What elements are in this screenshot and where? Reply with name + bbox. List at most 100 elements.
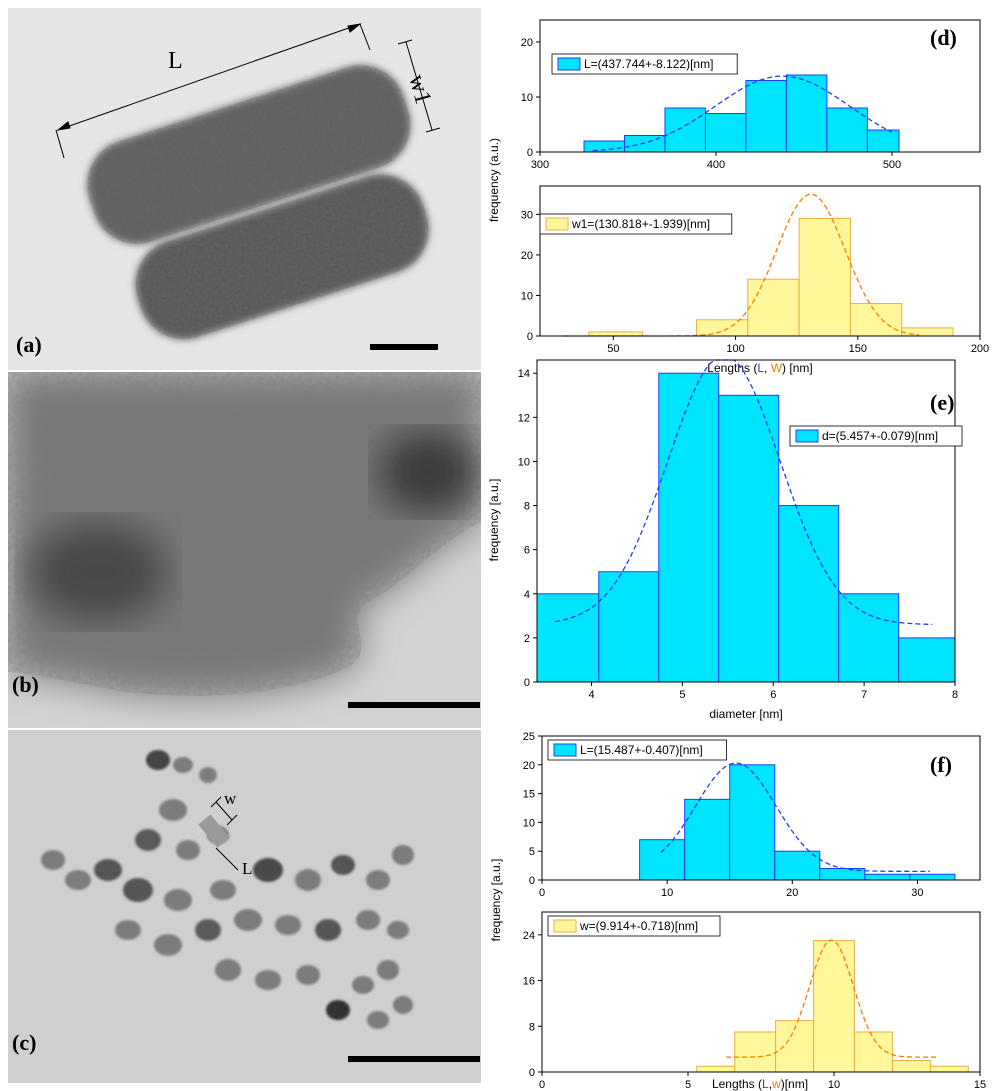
y-axis-label-1: frequency [a.u.] bbox=[487, 479, 501, 562]
micrograph-b: (b) bbox=[8, 372, 481, 728]
x-tick-label-2-0-20: 20 bbox=[786, 887, 798, 899]
legend-swatch-0-0 bbox=[557, 57, 581, 71]
x-tick-label-0-1-100: 100 bbox=[726, 343, 744, 355]
y-axis-label-2: frequency [a.u.] bbox=[489, 859, 503, 942]
micrograph-a: L w1 (a) bbox=[8, 8, 481, 370]
histogram-bar-1-0-2 bbox=[658, 372, 720, 683]
x-tick-label-2-0-0: 0 bbox=[539, 887, 545, 899]
x-tick-label-2-1-0: 0 bbox=[539, 1079, 545, 1091]
y-tick-label-2-1-24: 24 bbox=[523, 930, 535, 942]
y-tick-label-1-0-0: 0 bbox=[524, 677, 530, 689]
histogram-bar-2-1-6 bbox=[929, 1065, 969, 1073]
legend-swatch-1-0 bbox=[795, 429, 819, 443]
histogram-bar-2-0-1 bbox=[684, 798, 731, 881]
x-tick-label-1-0-4: 4 bbox=[588, 689, 594, 701]
legend-box-0-1 bbox=[539, 213, 733, 235]
axes-frame-0-1 bbox=[539, 185, 981, 337]
legend-box-2-0 bbox=[547, 739, 728, 761]
x-axis-label-part-2-1: L bbox=[762, 1077, 769, 1091]
histogram-bar-2-1-3 bbox=[813, 940, 855, 1073]
histogram-bar-1-0-4 bbox=[778, 505, 840, 683]
histogram-bar-2-0-5 bbox=[864, 873, 911, 881]
histogram-bar-0-0-3 bbox=[704, 113, 747, 153]
legend-swatch-2-0 bbox=[553, 743, 577, 757]
y-tick-label-0-0-20: 20 bbox=[521, 37, 533, 49]
dimension-lines-c bbox=[210, 796, 239, 871]
nanoparticle-cluster bbox=[41, 750, 414, 1029]
y-tick-label-1-0-6: 6 bbox=[524, 545, 530, 557]
x-axis-label-part-2-0: Lengths ( bbox=[712, 1077, 762, 1091]
x-axis-label-part-2-3: w bbox=[771, 1077, 781, 1091]
histogram-bar-2-0-2 bbox=[729, 764, 776, 881]
axes-frame-2-1 bbox=[541, 911, 981, 1073]
legend-box-0-0 bbox=[551, 53, 738, 75]
y-tick-label-2-1-0: 0 bbox=[529, 1067, 535, 1079]
panel-label-(f): (f) bbox=[930, 752, 952, 777]
fit-curve-2-0 bbox=[660, 762, 930, 873]
micrograph-b-drawing: (b) bbox=[8, 372, 481, 708]
dimension-lines-a bbox=[55, 23, 441, 159]
x-tick-label-2-1-5: 5 bbox=[685, 1079, 691, 1091]
x-axis-label-0: Lengths (L, W) [nm] bbox=[707, 361, 812, 375]
histogram-bar-0-1-5 bbox=[849, 303, 903, 337]
y-tick-label-1-0-2: 2 bbox=[524, 633, 530, 645]
x-axis-label-part-0-0: Lengths ( bbox=[707, 361, 757, 375]
x-tick-label-1-0-7: 7 bbox=[861, 689, 867, 701]
x-axis-label-part-0-4: ) [nm] bbox=[782, 361, 813, 375]
histogram-bar-2-1-1 bbox=[734, 1031, 777, 1073]
x-axis-label-part-2-4: )[nm] bbox=[781, 1077, 808, 1091]
x-tick-label-2-0-10: 10 bbox=[661, 887, 673, 899]
y-tick-label-2-0-20: 20 bbox=[523, 760, 535, 772]
legend-swatch-2-1 bbox=[553, 919, 577, 933]
x-axis-label-1: diameter [nm] bbox=[709, 707, 782, 721]
y-tick-label-2-0-10: 10 bbox=[523, 817, 535, 829]
dim-label-L-c: L bbox=[242, 859, 252, 878]
histogram-bar-0-0-2 bbox=[664, 107, 706, 153]
histogram-bar-0-0-4 bbox=[745, 80, 787, 153]
micrograph-c: w L (c) bbox=[8, 730, 481, 1083]
y-tick-label-0-0-0: 0 bbox=[527, 147, 533, 159]
x-axis-label-part-0-3: W bbox=[771, 361, 783, 375]
histogram-bar-1-0-0 bbox=[536, 593, 600, 683]
y-tick-label-1-0-4: 4 bbox=[524, 589, 530, 601]
y-tick-label-0-1-30: 30 bbox=[521, 209, 533, 221]
y-tick-label-2-0-0: 0 bbox=[529, 875, 535, 887]
y-tick-label-2-0-15: 15 bbox=[523, 789, 535, 801]
panel-label-(e): (e) bbox=[930, 390, 954, 415]
histogram-bar-2-0-0 bbox=[639, 839, 686, 881]
histogram-bar-2-1-5 bbox=[891, 1060, 931, 1073]
y-tick-label-2-1-16: 16 bbox=[523, 976, 535, 988]
y-axis-label-0: frequency (a.u.) bbox=[487, 138, 501, 222]
x-tick-label-1-0-8: 8 bbox=[952, 689, 958, 701]
x-tick-label-0-1-150: 150 bbox=[849, 343, 867, 355]
legend-label-2-0: L=(15.487+-0.407)[nm] bbox=[580, 743, 703, 757]
panel-label-(d): (d) bbox=[930, 25, 957, 50]
histogram-bar-0-1-4 bbox=[798, 217, 851, 337]
x-tick-label-0-1-50: 50 bbox=[607, 343, 619, 355]
histogram-bar-0-0-5 bbox=[785, 74, 828, 153]
x-axis-label-part-0-2: , bbox=[764, 361, 771, 375]
panel-label-a: (a) bbox=[16, 332, 42, 357]
fit-curve-1-0 bbox=[555, 359, 933, 626]
x-tick-label-0-0-400: 400 bbox=[707, 159, 725, 171]
histogram-bar-2-0-3 bbox=[774, 850, 821, 881]
legend-swatch-0-1 bbox=[545, 217, 569, 231]
measured-particle bbox=[198, 814, 230, 848]
axes-frame-1-0 bbox=[536, 359, 956, 683]
legend-box-1-0 bbox=[789, 425, 963, 447]
scale-bar-c bbox=[348, 1056, 480, 1062]
y-tick-label-2-0-5: 5 bbox=[529, 846, 535, 858]
y-tick-label-2-0-25: 25 bbox=[523, 731, 535, 743]
y-tick-label-0-1-0: 0 bbox=[527, 331, 533, 343]
scale-bar-a bbox=[370, 344, 438, 350]
legend-label-1-0: d=(5.457+-0.079)[nm] bbox=[822, 429, 938, 443]
histogram-bar-0-1-3 bbox=[747, 278, 800, 337]
dim-label-w: w bbox=[224, 789, 237, 808]
y-tick-label-0-0-10: 10 bbox=[521, 92, 533, 104]
histogram-bar-0-0-7 bbox=[866, 129, 900, 153]
y-tick-label-0-1-20: 20 bbox=[521, 250, 533, 262]
panel-label-b: (b) bbox=[12, 672, 39, 697]
micrograph-c-drawing: w L (c) bbox=[12, 750, 480, 1062]
y-tick-label-1-0-8: 8 bbox=[524, 501, 530, 513]
